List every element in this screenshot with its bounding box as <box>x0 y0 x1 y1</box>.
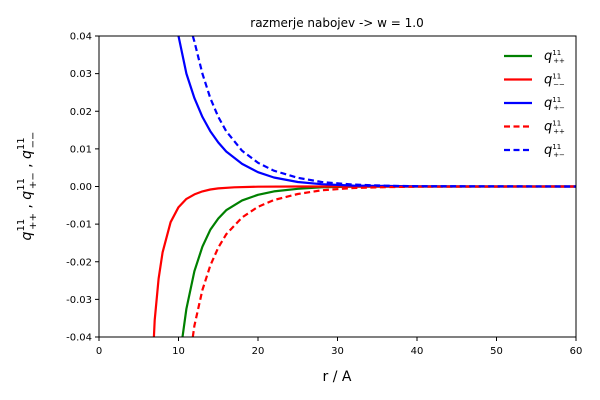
y-tick-label: 0.03 <box>70 69 92 80</box>
y-tick-label: 0.01 <box>70 144 92 155</box>
y-axis: -0.04 -0.03 -0.02 -0.01 0.00 0.01 0.02 0.03 0.04 <box>66 32 99 344</box>
y-tick-label: -0.01 <box>66 220 92 231</box>
y-axis-label-text: q11++ , q11+− , q11−− <box>16 132 39 241</box>
x-tick-label: 30 <box>331 346 344 357</box>
legend-label: q11 −− <box>544 73 565 89</box>
y-tick-label: -0.03 <box>66 295 92 306</box>
y-tick-label: -0.04 <box>66 333 92 344</box>
y-tick-label: 0.02 <box>70 107 92 118</box>
y-tick-label: 0.04 <box>70 32 92 43</box>
series-line-2 <box>152 185 576 337</box>
y-axis-label: q11++ , q11+− , q11−− <box>16 132 39 241</box>
legend: q11 ++ q11 −− q11 +− q11 ++ q11 +− <box>504 49 565 159</box>
legend-label: q11 ++ <box>544 49 565 65</box>
x-axis: 0 10 20 30 40 50 60 <box>96 337 583 357</box>
x-tick-label: 10 <box>172 346 185 357</box>
series-line-3 <box>177 36 576 188</box>
x-tick-label: 60 <box>570 346 583 357</box>
x-tick-label: 50 <box>490 346 503 357</box>
series-line-4 <box>191 185 576 337</box>
series-line-5 <box>191 36 576 188</box>
chart-title: razmerje nabojev -> w = 1.0 <box>250 16 423 30</box>
legend-label: q11 +− <box>544 96 565 112</box>
y-tick-label: -0.02 <box>66 257 92 268</box>
legend-label: q11 +− <box>544 143 565 159</box>
plot-area <box>152 36 576 337</box>
series-line-1 <box>181 185 576 337</box>
x-tick-label: 20 <box>252 346 265 357</box>
x-axis-label: r / A <box>323 369 352 385</box>
x-tick-label: 40 <box>411 346 424 357</box>
legend-label: q11 ++ <box>544 120 565 136</box>
y-tick-label: 0.00 <box>70 182 92 193</box>
x-tick-label: 0 <box>96 346 102 357</box>
